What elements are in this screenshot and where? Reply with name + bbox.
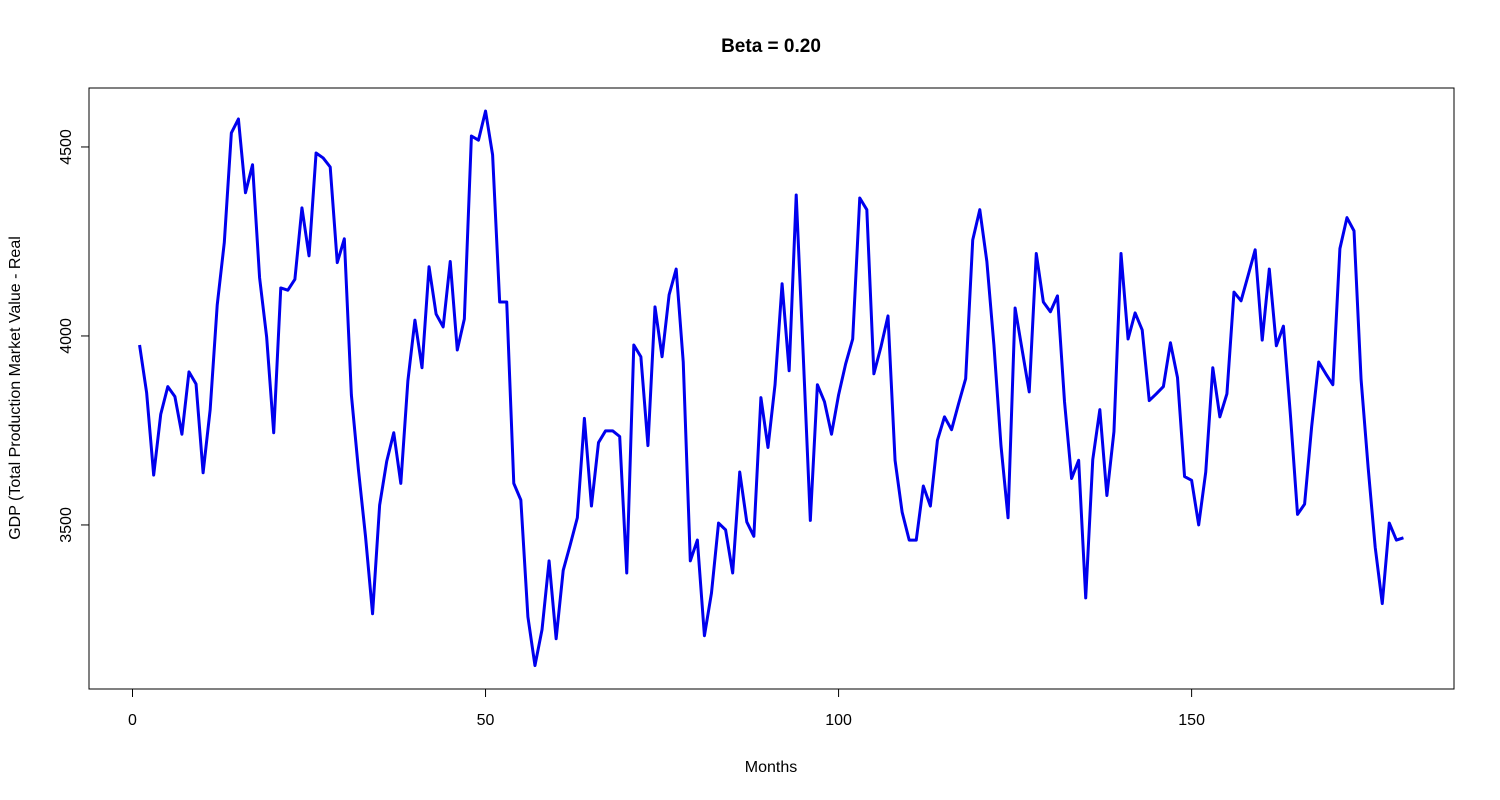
y-tick-label: 3500 <box>58 507 75 543</box>
x-tick-label: 150 <box>1178 712 1205 729</box>
x-tick-label: 50 <box>477 712 495 729</box>
y-tick-label: 4500 <box>58 129 75 165</box>
plot-frame <box>88 87 1455 690</box>
y-axis-label: GDP (Total Production Market Value - Rea… <box>7 236 24 540</box>
data-line <box>138 109 1404 668</box>
y-tick-label: 4000 <box>58 318 75 354</box>
x-axis-label: Months <box>745 759 797 776</box>
chart-title: Beta = 0.20 <box>721 36 821 57</box>
x-tick-label: 0 <box>128 712 137 729</box>
x-tick-label: 100 <box>825 712 852 729</box>
